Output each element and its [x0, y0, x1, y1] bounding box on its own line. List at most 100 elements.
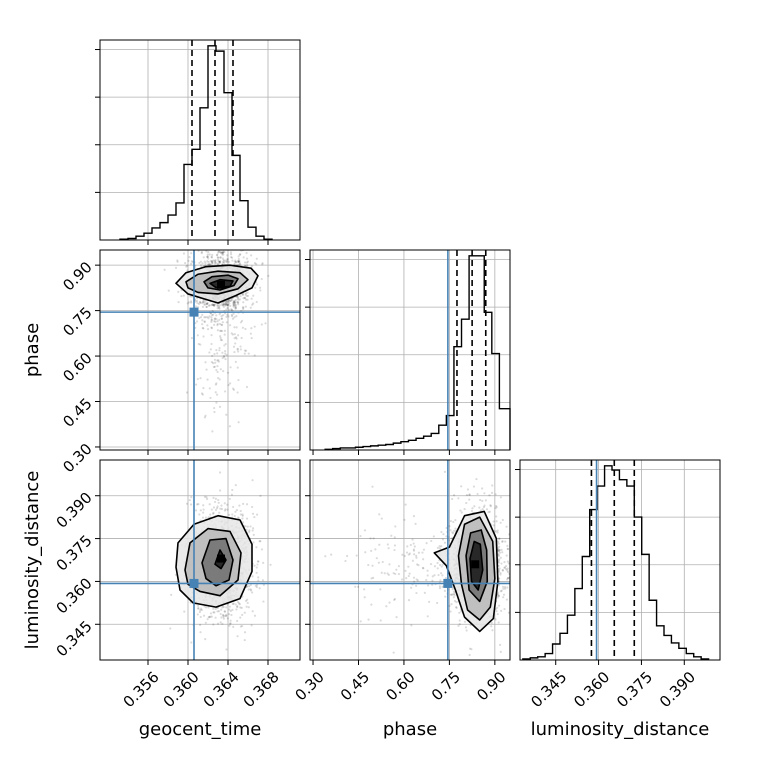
sample-point	[214, 383, 217, 386]
sample-point	[208, 503, 211, 506]
sample-point	[212, 259, 215, 262]
sample-point	[470, 648, 473, 651]
sample-point	[237, 260, 240, 264]
sample-point	[226, 371, 230, 374]
sample-point	[246, 260, 250, 263]
sample-point	[256, 583, 259, 586]
sample-point	[458, 619, 461, 622]
sample-point	[468, 493, 471, 496]
sample-point	[476, 492, 479, 496]
sample-point	[201, 393, 204, 396]
sample-point	[211, 303, 214, 306]
truth-marker	[189, 578, 199, 588]
sample-point	[234, 603, 237, 606]
sample-point	[503, 607, 506, 611]
y-tick-label-luminosity_distance: 0.345	[53, 617, 96, 660]
sample-point	[220, 314, 223, 318]
sample-point	[222, 369, 225, 373]
sample-point	[238, 298, 241, 301]
sample-point	[390, 534, 393, 537]
sample-point	[250, 265, 254, 268]
sample-point	[505, 525, 508, 528]
sample-point	[226, 303, 229, 306]
sample-point	[432, 535, 435, 538]
sample-point	[184, 261, 187, 265]
sample-point	[224, 357, 227, 361]
sample-point	[257, 576, 260, 579]
sample-point	[213, 304, 216, 308]
sample-point	[363, 588, 366, 591]
sample-point	[259, 286, 262, 289]
sample-point	[169, 627, 172, 630]
sample-point	[411, 538, 414, 541]
sample-point	[233, 263, 236, 266]
sample-point	[224, 614, 227, 617]
sample-point	[421, 566, 425, 569]
sample-point	[494, 507, 497, 510]
sample-point	[211, 261, 214, 264]
sample-point	[220, 339, 224, 342]
sample-point	[267, 274, 270, 277]
sample-point	[245, 251, 248, 255]
sample-point	[212, 303, 215, 307]
sample-point	[232, 602, 235, 605]
sample-point	[215, 401, 218, 404]
sample-point	[206, 378, 209, 381]
sample-point	[228, 608, 231, 611]
sample-point	[397, 564, 400, 568]
sample-point	[496, 531, 499, 534]
sample-point	[464, 626, 468, 629]
sample-point	[438, 585, 441, 588]
sample-point	[231, 315, 234, 318]
sample-point	[224, 259, 227, 262]
sample-point	[466, 488, 470, 491]
sample-point	[359, 620, 362, 623]
sample-point	[504, 564, 508, 568]
sample-point	[237, 263, 241, 266]
sample-point	[226, 508, 229, 511]
sample-point	[255, 585, 258, 589]
sample-point	[463, 507, 466, 511]
sample-point	[259, 289, 262, 292]
sample-point	[345, 554, 349, 558]
sample-point	[247, 606, 250, 609]
sample-point	[237, 602, 241, 605]
sample-point	[245, 385, 249, 389]
sample-point	[208, 387, 211, 390]
sample-point	[243, 631, 247, 634]
sample-point	[453, 594, 456, 597]
sample-point	[251, 303, 254, 306]
sample-point	[440, 545, 443, 548]
sample-point	[230, 332, 233, 335]
sample-point	[502, 596, 505, 599]
sample-point	[210, 342, 213, 346]
sample-point	[223, 509, 227, 512]
sample-point	[222, 615, 225, 618]
sample-point	[203, 316, 206, 319]
sample-point	[438, 587, 442, 590]
sample-point	[204, 414, 207, 417]
sample-point	[201, 326, 204, 330]
sample-point	[201, 323, 204, 326]
panel-frame	[519, 459, 721, 661]
sample-point	[202, 335, 205, 338]
sample-point	[213, 260, 217, 263]
sample-point	[199, 264, 203, 267]
sample-point	[372, 576, 375, 579]
sample-point	[202, 504, 205, 507]
sample-point	[441, 538, 445, 541]
sample-point	[226, 259, 229, 262]
x-tick-label-geocent_time: 0.356	[120, 668, 163, 711]
sample-point	[180, 294, 183, 298]
sample-point	[205, 250, 208, 253]
sample-point	[199, 608, 202, 612]
sample-point	[458, 611, 461, 614]
sample-point	[243, 261, 247, 264]
sample-point	[468, 493, 471, 496]
sample-point	[501, 551, 504, 554]
sample-point	[244, 349, 248, 352]
sample-point	[233, 350, 236, 354]
sample-point	[450, 593, 453, 596]
sample-point	[215, 314, 218, 317]
